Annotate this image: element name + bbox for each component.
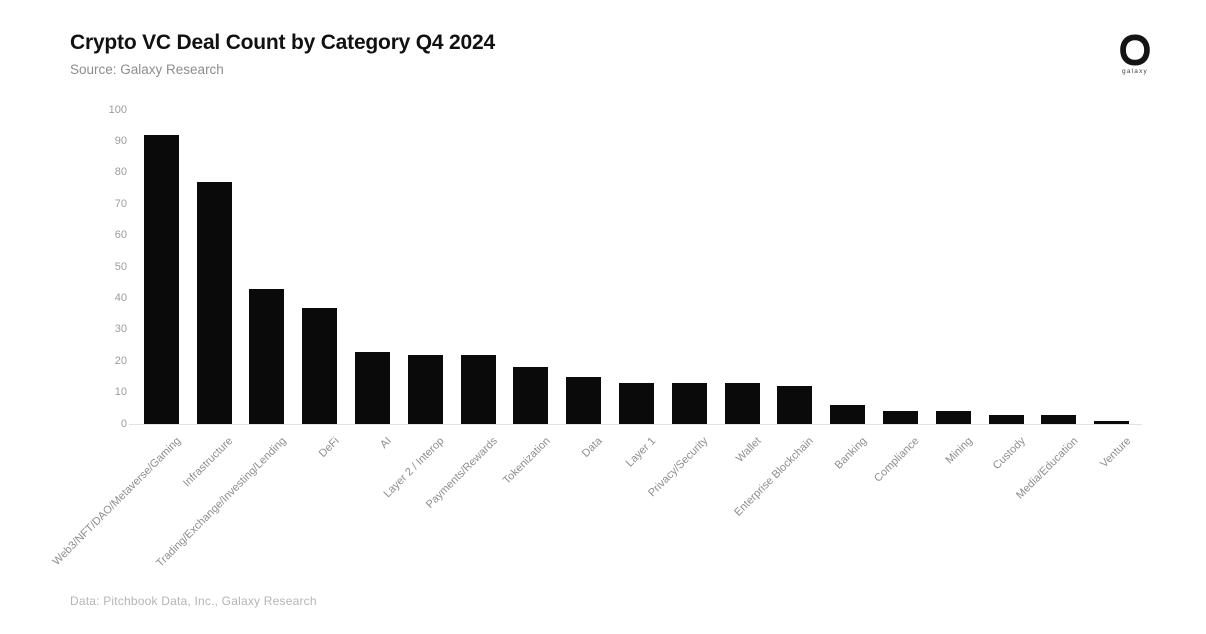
bar <box>460 354 496 424</box>
bar <box>196 182 232 424</box>
page-title: Crypto VC Deal Count by Category Q4 2024 <box>70 31 495 54</box>
bar <box>619 383 654 424</box>
bar <box>513 367 549 424</box>
y-tick-label: 40 <box>114 291 127 304</box>
y-tick-label: 100 <box>108 103 127 116</box>
y-tick-label: 70 <box>114 197 127 210</box>
y-tick-label: 90 <box>114 134 127 147</box>
y-tick-label: 0 <box>120 417 127 430</box>
x-category-label: Layer 1 <box>623 435 658 470</box>
bar <box>724 383 760 424</box>
bar <box>988 414 1024 424</box>
bar <box>1041 414 1077 424</box>
bar <box>935 411 971 424</box>
bar <box>882 411 918 424</box>
x-axis-line <box>129 424 1142 425</box>
x-category-label: Infrastructure <box>181 435 236 490</box>
x-category-label: Venture <box>1097 435 1134 471</box>
x-category-label: Custody <box>990 435 1028 473</box>
data-credit: Data: Pitchbook Data, Inc., Galaxy Resea… <box>70 594 317 608</box>
bar <box>566 376 602 424</box>
galaxy-ring-icon <box>1120 34 1150 66</box>
bar <box>671 383 707 424</box>
x-category-label: AI <box>378 435 395 451</box>
y-tick-label: 30 <box>114 323 127 336</box>
galaxy-logo: galaxy <box>1111 33 1159 75</box>
x-category-label: Wallet <box>733 435 764 465</box>
y-tick-label: 60 <box>114 229 127 242</box>
y-tick-label: 50 <box>114 260 127 273</box>
bar <box>302 307 338 424</box>
y-tick-label: 20 <box>114 354 127 367</box>
chart-source-subtitle: Source: Galaxy Research <box>70 62 224 77</box>
x-category-label: DeFi <box>316 435 342 460</box>
y-tick-label: 10 <box>114 386 127 399</box>
x-category-label: Web3/NFT/DAO/Metaverse/Gaming <box>50 435 183 568</box>
bar <box>143 135 179 424</box>
x-category-label: Compliance <box>872 435 922 485</box>
y-tick-label: 80 <box>114 166 127 179</box>
bar <box>830 405 866 424</box>
x-category-label: Data <box>580 435 606 460</box>
x-category-label: Tokenization <box>500 435 553 487</box>
bar <box>777 386 813 424</box>
bar <box>355 351 391 424</box>
bar <box>407 354 443 424</box>
bar <box>1094 420 1130 424</box>
bar <box>249 288 285 424</box>
x-category-label: Mining <box>943 435 975 467</box>
galaxy-logo-text: galaxy <box>1122 68 1148 75</box>
x-category-label: Banking <box>832 435 870 472</box>
